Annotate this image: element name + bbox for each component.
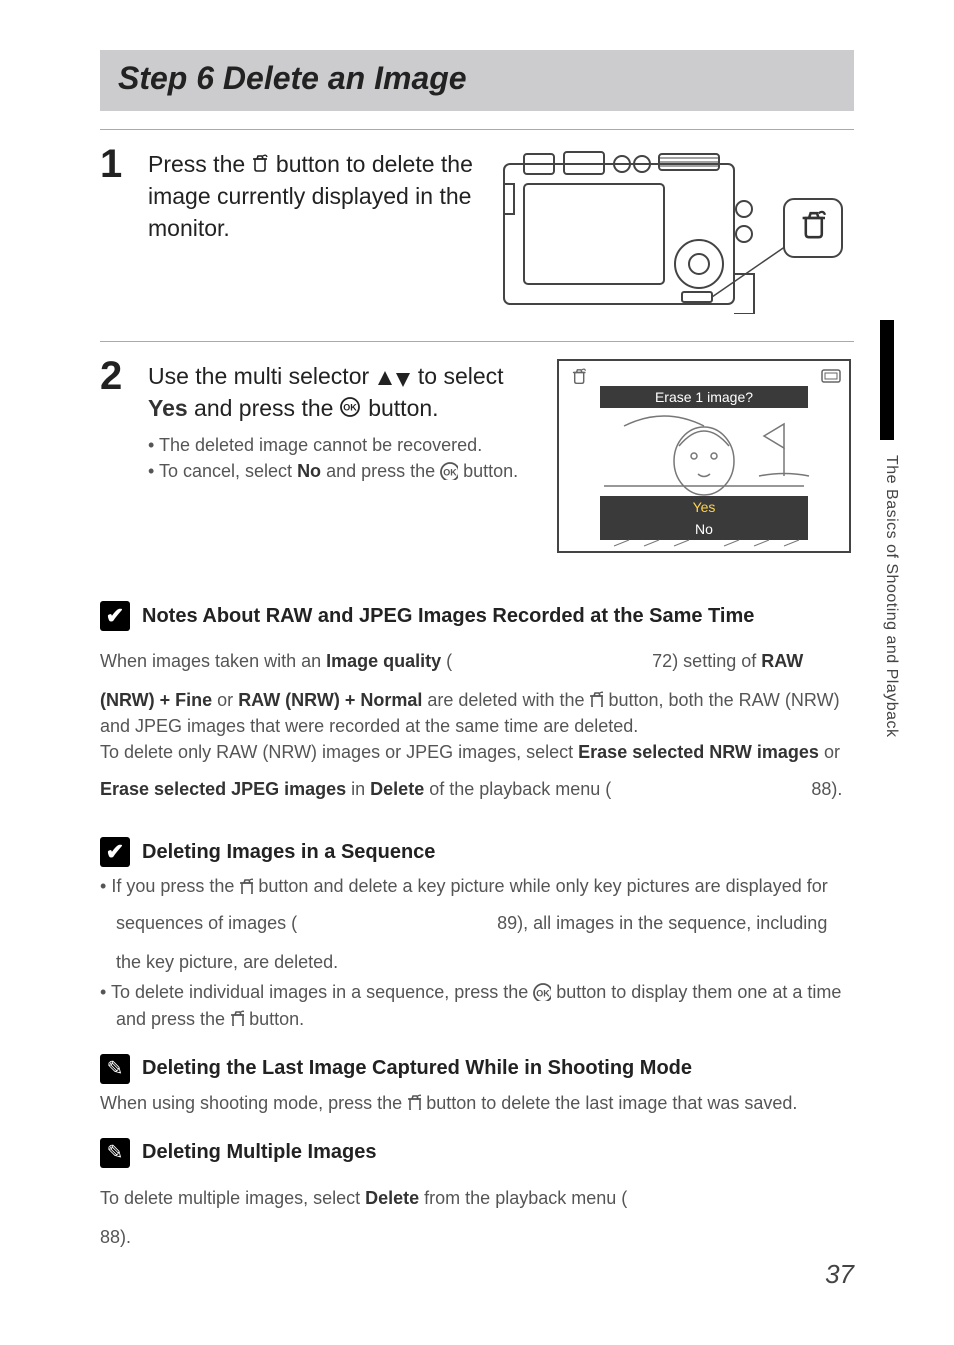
del-seq-title: Deleting Images in a Sequence [142,841,435,864]
pencil-icon: ✎ [100,1138,130,1168]
notes-raw-title: Notes About RAW and JPEG Images Recorded… [142,605,754,628]
page-number: 37 [825,1259,854,1290]
trash-icon [589,691,603,707]
step-2-bullet-2: To cancel, select No and press the butto… [148,458,542,484]
ok-icon [533,983,551,1001]
step-1-number: 1 [100,144,148,184]
page-ref-icon [611,767,811,817]
camera-illustration [494,144,854,319]
del-seq-bullet-2: To delete individual images in a sequenc… [100,979,854,1031]
delete-dialog: Erase 1 image? Yes N [554,356,854,561]
notes-raw-body: When images taken with an Image quality … [100,637,854,815]
del-multi-title: Deleting Multiple Images [142,1141,376,1164]
trash-icon [239,878,253,894]
del-seq-bullet-1: If you press the button and delete a key… [100,873,854,975]
dialog-yes: Yes [693,499,716,515]
check-icon: ✔ [100,601,130,631]
side-text: The Basics of Shooting and Playback [882,455,900,738]
page-ref-icon [297,901,497,951]
notes-raw-section: ✔ Notes About RAW and JPEG Images Record… [100,601,854,815]
del-seq-bullets: If you press the button and delete a key… [100,873,854,1031]
pencil-icon: ✎ [100,1054,130,1084]
dialog-no: No [695,521,713,537]
del-multi-section: ✎ Deleting Multiple Images To delete mul… [100,1138,854,1250]
separator [100,129,854,130]
check-icon: ✔ [100,837,130,867]
del-last-body: When using shooting mode, press the butt… [100,1090,854,1116]
ok-icon [440,462,458,480]
trash-icon [252,154,270,174]
dialog-prompt: Erase 1 image? [655,389,753,405]
del-seq-section: ✔ Deleting Images in a Sequence If you p… [100,837,854,1031]
step-1-text: Press the button to delete the image cur… [148,148,482,245]
up-down-arrow-icon [376,369,412,389]
step-1: 1 Press the button to delete the image c… [100,134,854,337]
del-last-title: Deleting the Last Image Captured While i… [142,1057,692,1080]
title-bar: Step 6 Delete an Image [100,50,854,111]
step-2-bullets: The deleted image cannot be recovered. T… [148,432,542,484]
separator [100,341,854,342]
trash-icon [407,1094,421,1110]
ok-icon [340,397,362,419]
page-ref-icon [627,1176,827,1226]
step-2-number: 2 [100,356,148,396]
del-multi-body: To delete multiple images, select Delete… [100,1174,854,1250]
step-2-bullet-1: The deleted image cannot be recovered. [148,432,542,458]
step-2: 2 Use the multi selector to select Yes a… [100,346,854,579]
page-title: Step 6 Delete an Image [118,60,836,97]
page-ref-icon [452,639,652,689]
side-tab [880,320,894,440]
trash-icon [230,1010,244,1026]
step-2-text: Use the multi selector to select Yes and… [148,360,542,424]
del-last-section: ✎ Deleting the Last Image Captured While… [100,1054,854,1116]
